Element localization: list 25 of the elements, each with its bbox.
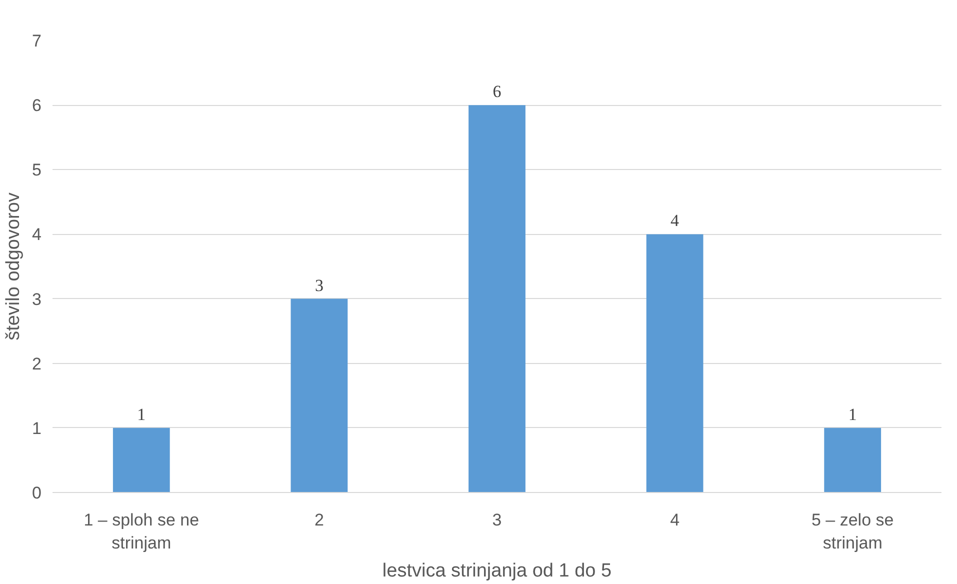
bar: [468, 105, 526, 492]
x-tick-label: 1 – sploh se ne strinjam: [84, 510, 200, 552]
x-tick-label: 3: [492, 510, 502, 530]
y-tick-label: 5: [32, 160, 42, 180]
data-label: 6: [492, 82, 502, 102]
bar: [646, 234, 704, 492]
y-tick-label: 7: [32, 32, 42, 50]
y-tick-label: 1: [32, 418, 42, 438]
x-axis-title: lestvica strinjanja od 1 do 5: [382, 560, 612, 582]
y-tick-label: 4: [32, 225, 42, 244]
y-axis-title: število odgovorov: [3, 192, 24, 340]
data-label: 4: [670, 211, 680, 230]
y-tick-label: 6: [32, 96, 42, 116]
data-label: 1: [848, 404, 857, 424]
data-label: 1: [137, 404, 146, 424]
data-label: 3: [314, 276, 324, 295]
x-tick-label: 5 – zelo se strinjam: [811, 510, 894, 552]
bar: [112, 428, 170, 492]
x-tick-label: 2: [314, 510, 324, 530]
bar: [290, 298, 348, 492]
y-tick-label: 3: [32, 290, 42, 309]
bar: [824, 428, 882, 492]
y-tick-label: 2: [32, 354, 42, 374]
x-tick-label: 4: [670, 510, 680, 530]
y-tick-label: 0: [32, 484, 42, 502]
